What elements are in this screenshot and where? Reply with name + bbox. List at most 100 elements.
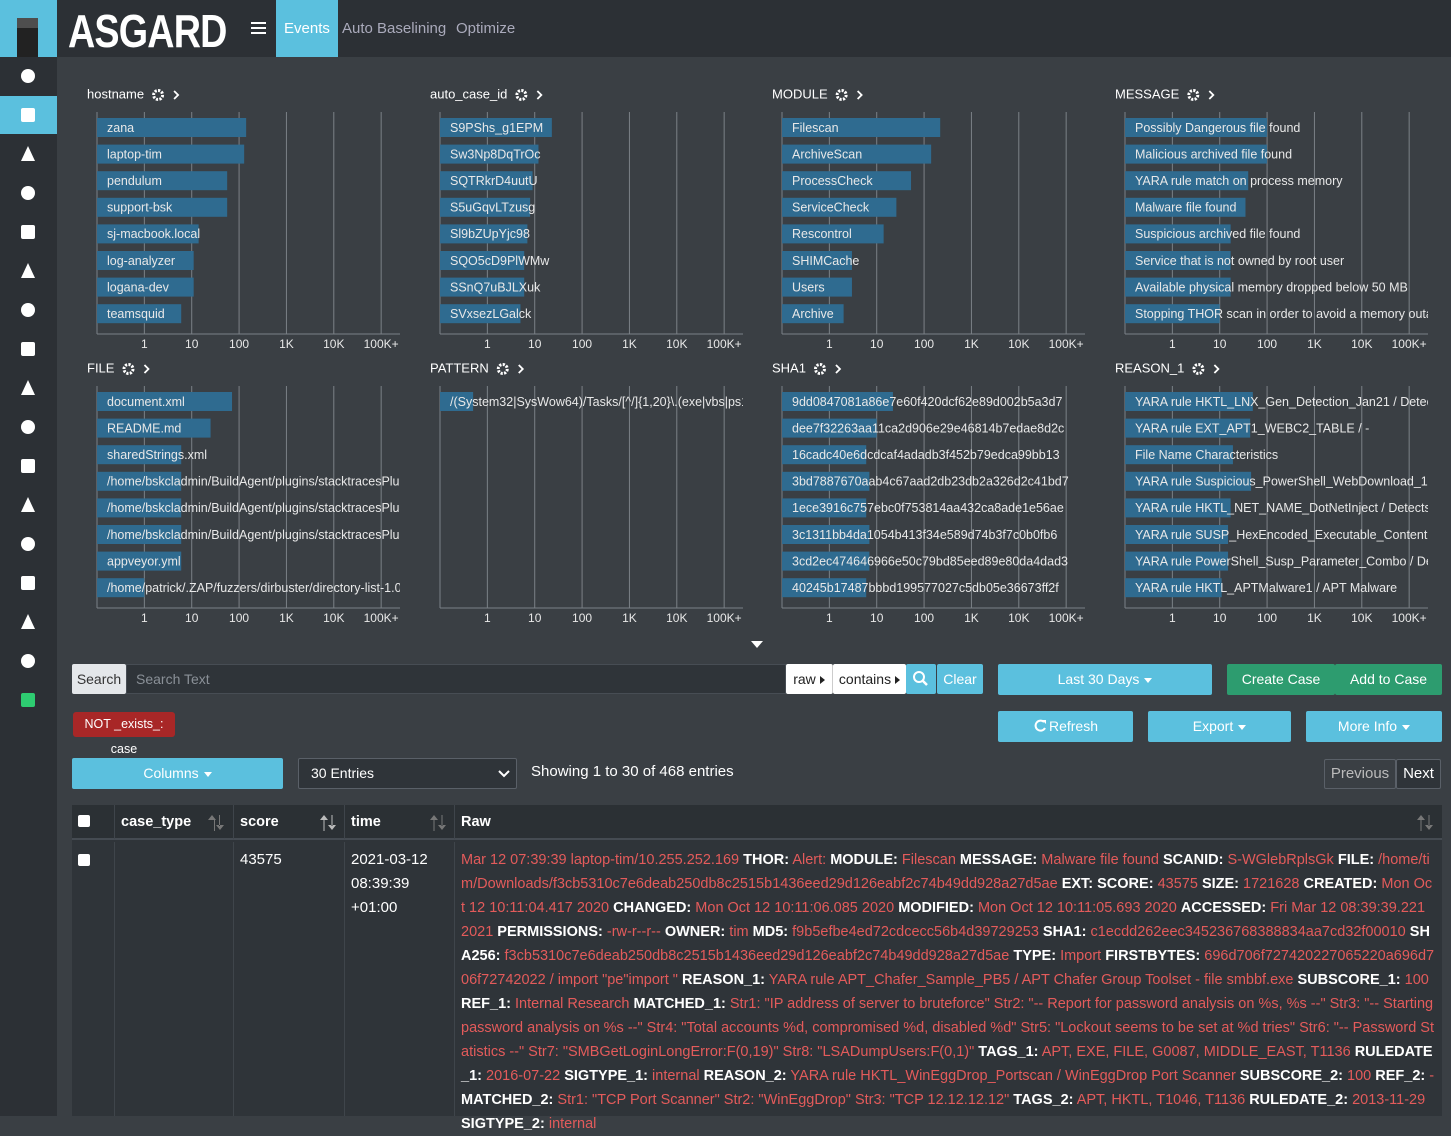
sidebar-icon[interactable] — [21, 225, 35, 239]
icon-shape — [21, 303, 35, 317]
raw-key: SUBSCORE_1: — [1297, 972, 1401, 988]
next-button[interactable]: Next — [1396, 759, 1441, 789]
sidebar-icon[interactable] — [21, 263, 35, 278]
x-tick-label: 100 — [572, 337, 592, 351]
expand-chevron[interactable] — [1213, 364, 1220, 374]
sort-icon[interactable] — [430, 815, 446, 831]
sort-icon[interactable] — [320, 815, 336, 831]
nav-item[interactable]: Events — [276, 0, 338, 57]
settings-icon[interactable] — [1192, 363, 1205, 375]
icon-shape — [21, 654, 35, 668]
settings-icon[interactable] — [496, 363, 509, 375]
expand-chevron[interactable] — [143, 364, 150, 374]
bar-label: sj-macbook.local — [107, 227, 200, 241]
export-button[interactable]: Export — [1148, 711, 1291, 742]
expand-chevron[interactable] — [856, 90, 863, 100]
sidebar-icon[interactable] — [21, 186, 35, 200]
gear — [122, 363, 135, 375]
bar-label: YARA rule HKTL_APTMalware1 / APT Malware — [1135, 581, 1397, 595]
sidebar-icon[interactable] — [21, 342, 35, 356]
header-cell — [72, 805, 115, 840]
bar — [97, 118, 247, 137]
bar — [97, 224, 199, 244]
filter-tag[interactable]: NOT _exists_: case — [73, 712, 175, 756]
header-cell[interactable]: score — [234, 805, 345, 840]
sidebar-icon[interactable] — [21, 303, 35, 317]
refresh-button[interactable]: Refresh — [998, 711, 1133, 742]
gear — [496, 363, 509, 375]
row-checkbox[interactable] — [78, 854, 90, 866]
previous-button[interactable]: Previous — [1324, 759, 1396, 789]
sidebar-icon[interactable] — [21, 576, 35, 590]
header-cell[interactable]: time — [345, 805, 455, 840]
sidebar-icon[interactable] — [21, 537, 35, 551]
clear-button[interactable]: Clear — [937, 664, 983, 694]
sidebar-icon[interactable] — [21, 497, 35, 512]
more-info-button[interactable]: More Info — [1306, 711, 1442, 742]
raw-value: /home/tim/Downloads/f3cb5310c7e6deab250d… — [461, 852, 1430, 892]
range-button[interactable]: Last 30 Days — [998, 664, 1212, 695]
sidebar-icon[interactable] — [21, 108, 35, 122]
raw-key: RULEDATE_2: — [1249, 1092, 1349, 1108]
icon-shape — [21, 342, 35, 356]
chart-title: MESSAGE — [1115, 86, 1180, 101]
logo[interactable]: ASGARD — [68, 5, 227, 57]
operator-dropdown[interactable]: contains — [833, 664, 906, 694]
add-to-case-button[interactable]: Add to Case — [1335, 664, 1442, 695]
chart-title: SHA1 — [772, 360, 806, 375]
sort-icon[interactable] — [1417, 815, 1433, 831]
menu-icon[interactable] — [251, 21, 266, 35]
bar-label: S9PShs_g1EPM — [450, 121, 543, 135]
bar-label: 3bd7887670aab4c67aad2db23db2a326d2c41bd7 — [792, 475, 1069, 489]
sidebar-icon[interactable] — [21, 146, 35, 161]
raw-key: SHA1: — [1042, 924, 1087, 940]
icon-shape — [21, 614, 35, 629]
expand-chevron[interactable] — [173, 90, 180, 100]
chart-title: MODULE — [772, 86, 828, 101]
settings-icon[interactable] — [515, 89, 528, 101]
nav-item[interactable]: Auto Baselining — [342, 20, 447, 37]
expand-chevron[interactable] — [1208, 90, 1215, 100]
sidebar-icon[interactable] — [21, 69, 35, 83]
sidebar-icon[interactable] — [21, 654, 35, 668]
search-input[interactable]: Search Text — [126, 664, 786, 694]
raw-value: Mon Oct 12 10:11:06.085 2020 — [695, 900, 895, 916]
settings-icon[interactable] — [835, 89, 848, 101]
create-case-button[interactable]: Create Case — [1227, 664, 1335, 695]
x-tick-label: 1K — [1307, 611, 1322, 625]
sidebar-icon[interactable] — [21, 380, 35, 395]
raw-key: SUBSCORE_2: — [1239, 1068, 1343, 1084]
sidebar-icon[interactable] — [21, 459, 35, 473]
raw-value: YARA rule HKTL_WinEggDrop_Portscan / Win… — [790, 1068, 1236, 1084]
sidebar-icon[interactable] — [21, 420, 35, 434]
entries-select[interactable]: 30 Entries — [298, 758, 517, 789]
gear — [813, 363, 826, 375]
bar-label: 1ece3916c757ebc0f753814aa432ca8ade1e56ae — [792, 501, 1064, 515]
sidebar-icon[interactable] — [21, 614, 35, 629]
nav-item[interactable]: Optimize — [456, 20, 516, 37]
bar-label: laptop-tim — [107, 147, 162, 161]
collapse-caret[interactable] — [751, 641, 763, 648]
mode-dropdown[interactable]: raw — [786, 664, 833, 694]
placeholder: Search Text — [136, 671, 210, 687]
settings-icon[interactable] — [813, 363, 826, 375]
settings-icon[interactable] — [152, 89, 165, 101]
expand-chevron[interactable] — [536, 90, 543, 100]
settings-icon[interactable] — [122, 363, 135, 375]
x-tick-label: 100 — [914, 611, 934, 625]
search-icon-button[interactable] — [906, 664, 936, 694]
sort-icon[interactable] — [208, 815, 224, 831]
logo-icon[interactable] — [0, 0, 57, 57]
select-all-checkbox[interactable] — [78, 815, 90, 827]
header-cell[interactable]: Raw — [455, 805, 1442, 840]
top-bar — [0, 0, 1451, 57]
bar — [440, 224, 528, 244]
expand-chevron[interactable] — [835, 364, 842, 374]
raw-value: 100 — [1404, 972, 1429, 988]
expand-chevron[interactable] — [518, 364, 525, 374]
search-label[interactable]: Search — [72, 664, 126, 694]
columns-button[interactable]: Columns — [72, 758, 283, 789]
sidebar-icon[interactable] — [21, 693, 35, 707]
raw-value: YARA rule APT_Chafer_Sample_PB5 / APT Ch… — [768, 972, 1294, 988]
settings-icon[interactable] — [1187, 89, 1200, 101]
